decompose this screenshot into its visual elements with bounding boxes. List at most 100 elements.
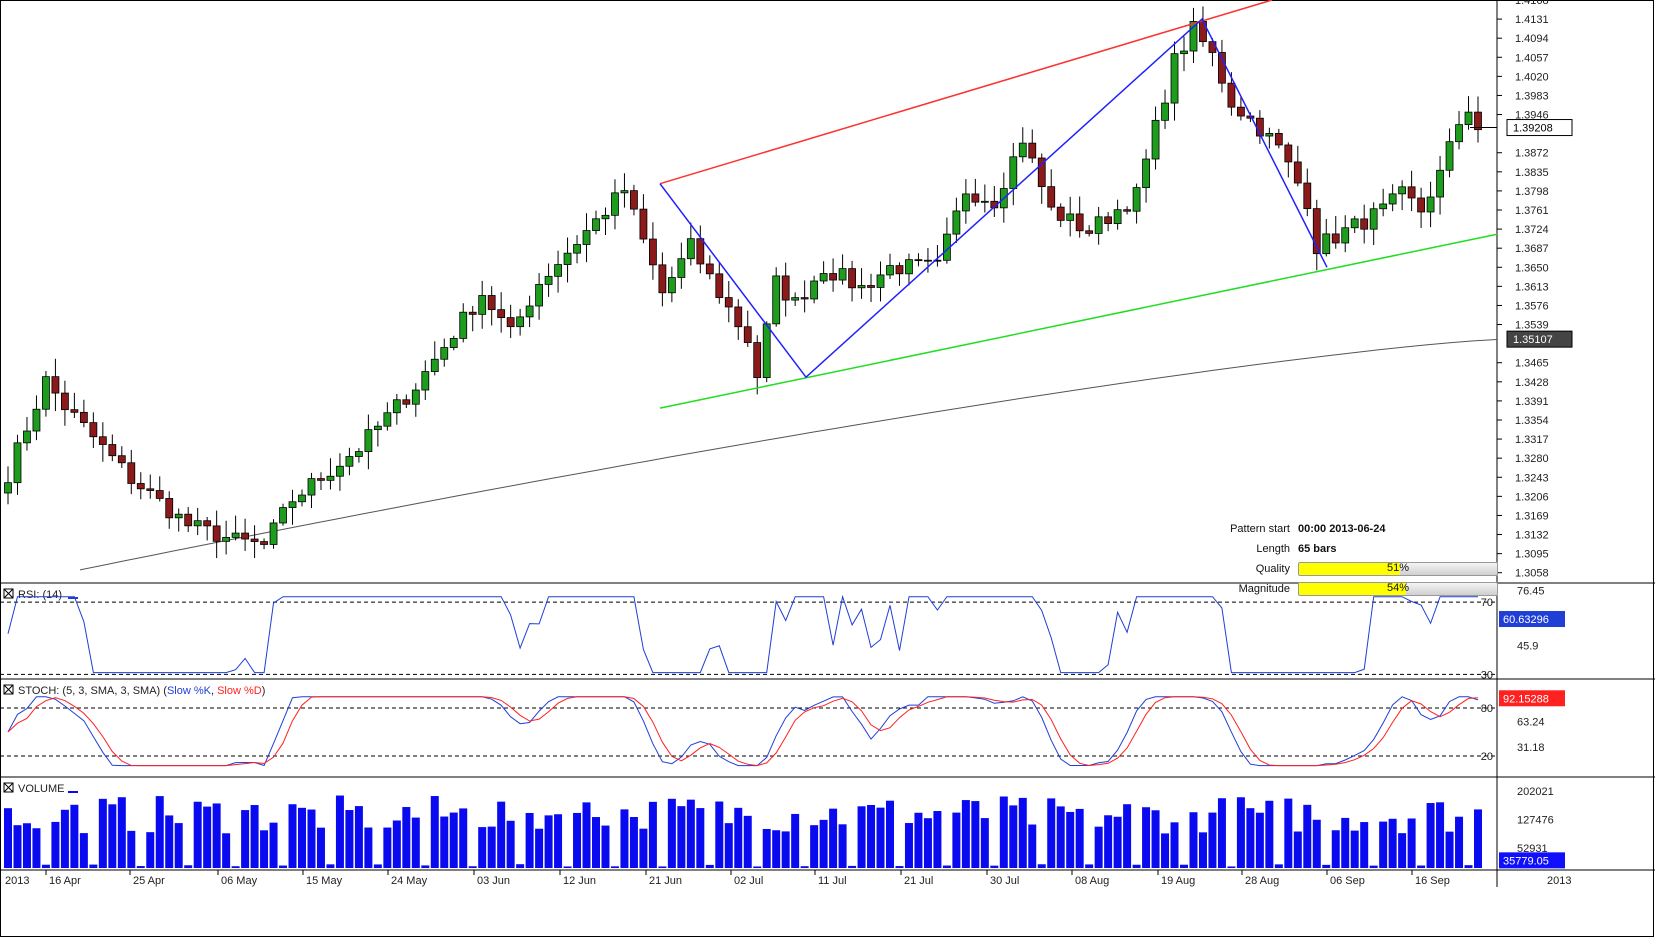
bear-candle-body	[1237, 106, 1245, 117]
stoch-legend-separator: ,	[211, 685, 217, 697]
volume-bar	[544, 815, 553, 868]
volume-bar	[971, 801, 980, 868]
price-tick-label: 1.3058	[1515, 568, 1549, 580]
volume-bar	[895, 866, 904, 868]
volume-bar	[1274, 864, 1283, 868]
bear-candle-body	[61, 392, 69, 411]
bull-candle-body	[611, 192, 619, 216]
candle	[1028, 129, 1037, 163]
candle	[288, 489, 297, 525]
volume-bar	[174, 823, 183, 868]
time-tick-label: 06 May	[221, 875, 258, 887]
volume-bar	[497, 801, 506, 868]
stoch-k-legend: Slow %K	[167, 685, 212, 697]
bear-candle-body	[1085, 230, 1094, 234]
candle	[117, 446, 126, 468]
pattern-start-label: Pattern start	[1230, 523, 1290, 535]
candle	[136, 472, 145, 500]
bull-candle-body	[1151, 119, 1160, 160]
volume-bar	[923, 818, 932, 868]
volume-bar	[696, 808, 705, 868]
bull-candle-body	[430, 358, 439, 372]
volume-bar	[1474, 809, 1482, 868]
volume-bar	[933, 811, 942, 868]
bull-candle-body	[1379, 203, 1388, 210]
candle	[914, 253, 923, 267]
candle	[108, 434, 117, 462]
bear-candle-body	[51, 376, 60, 394]
volume-bar	[1350, 830, 1359, 868]
bear-candle-body	[1218, 52, 1226, 84]
candle	[1455, 111, 1463, 150]
panel-title: STOCH: (5, 3, SMA, 3, SMA) (Slow %K, Slo…	[18, 685, 265, 697]
time-tick-label: 15 May	[306, 875, 343, 887]
candle	[79, 399, 88, 428]
candle	[98, 422, 107, 462]
bull-candle-body	[42, 376, 50, 410]
candle	[193, 507, 202, 536]
volume-bar	[1445, 831, 1454, 868]
bull-candle-body	[345, 456, 354, 467]
bull-candle-body	[4, 482, 12, 494]
bull-candle-body	[411, 389, 420, 405]
bull-candle-body	[288, 501, 297, 508]
volume-bar	[1246, 808, 1255, 868]
price-tick-label: 1.3613	[1515, 281, 1549, 293]
candle	[449, 335, 458, 351]
quality-label: Quality	[1255, 563, 1290, 575]
volume-bar	[345, 810, 354, 868]
volume-bar	[1236, 797, 1245, 868]
bear-candle-body	[250, 538, 259, 542]
volume-bar	[13, 825, 22, 868]
price-tick-label: 1.4020	[1515, 71, 1549, 83]
volume-bar	[1161, 833, 1170, 868]
bear-candle-body	[1123, 209, 1131, 212]
panel-close-icon-stroke	[3, 684, 14, 695]
time-tick-label: 21 Jul	[904, 875, 933, 887]
volume-bar	[601, 825, 610, 868]
candle	[800, 280, 809, 313]
bear-candle-body	[867, 285, 875, 288]
bear-candle-body	[136, 483, 145, 490]
quality-bar: 51%	[1298, 562, 1498, 576]
bear-candle-body	[715, 273, 724, 298]
bear-candle-body	[497, 309, 506, 319]
volume-bar	[459, 808, 468, 868]
volume-bar	[791, 813, 800, 868]
candle	[317, 472, 325, 491]
bull-candle-body	[373, 425, 382, 431]
candle	[42, 370, 50, 417]
bull-candle-body	[421, 371, 430, 391]
volume-bar	[1217, 798, 1226, 868]
volume-bar	[383, 827, 392, 868]
rsi-level-label: 70	[1481, 597, 1493, 609]
candle	[1303, 168, 1312, 217]
candle	[952, 197, 961, 243]
volume-bar	[364, 827, 373, 868]
candle	[696, 225, 705, 274]
candle	[1407, 170, 1416, 212]
volume-bar	[724, 823, 733, 868]
candle	[961, 179, 970, 224]
bull-candle-body	[620, 190, 629, 194]
volume-bar	[762, 828, 771, 868]
volume-bar	[1284, 798, 1293, 868]
bull-candle-body	[772, 275, 781, 325]
bear-candle-body	[781, 275, 790, 301]
candle	[184, 507, 193, 533]
candle	[1009, 142, 1018, 206]
bull-candle-body	[326, 475, 335, 481]
volume-bar	[1094, 826, 1103, 868]
price-tick-label: 1.3317	[1515, 434, 1549, 446]
volume-bar	[51, 821, 60, 868]
candle	[89, 412, 98, 448]
volume-bar	[146, 832, 155, 868]
bull-candle-body	[23, 430, 31, 444]
volume-bar	[1417, 865, 1426, 868]
bull-candle-body	[686, 238, 695, 260]
candle	[23, 417, 31, 451]
volume-bar	[857, 806, 866, 868]
candle	[155, 476, 164, 502]
volume-bar	[1123, 804, 1132, 868]
candle	[345, 447, 354, 476]
